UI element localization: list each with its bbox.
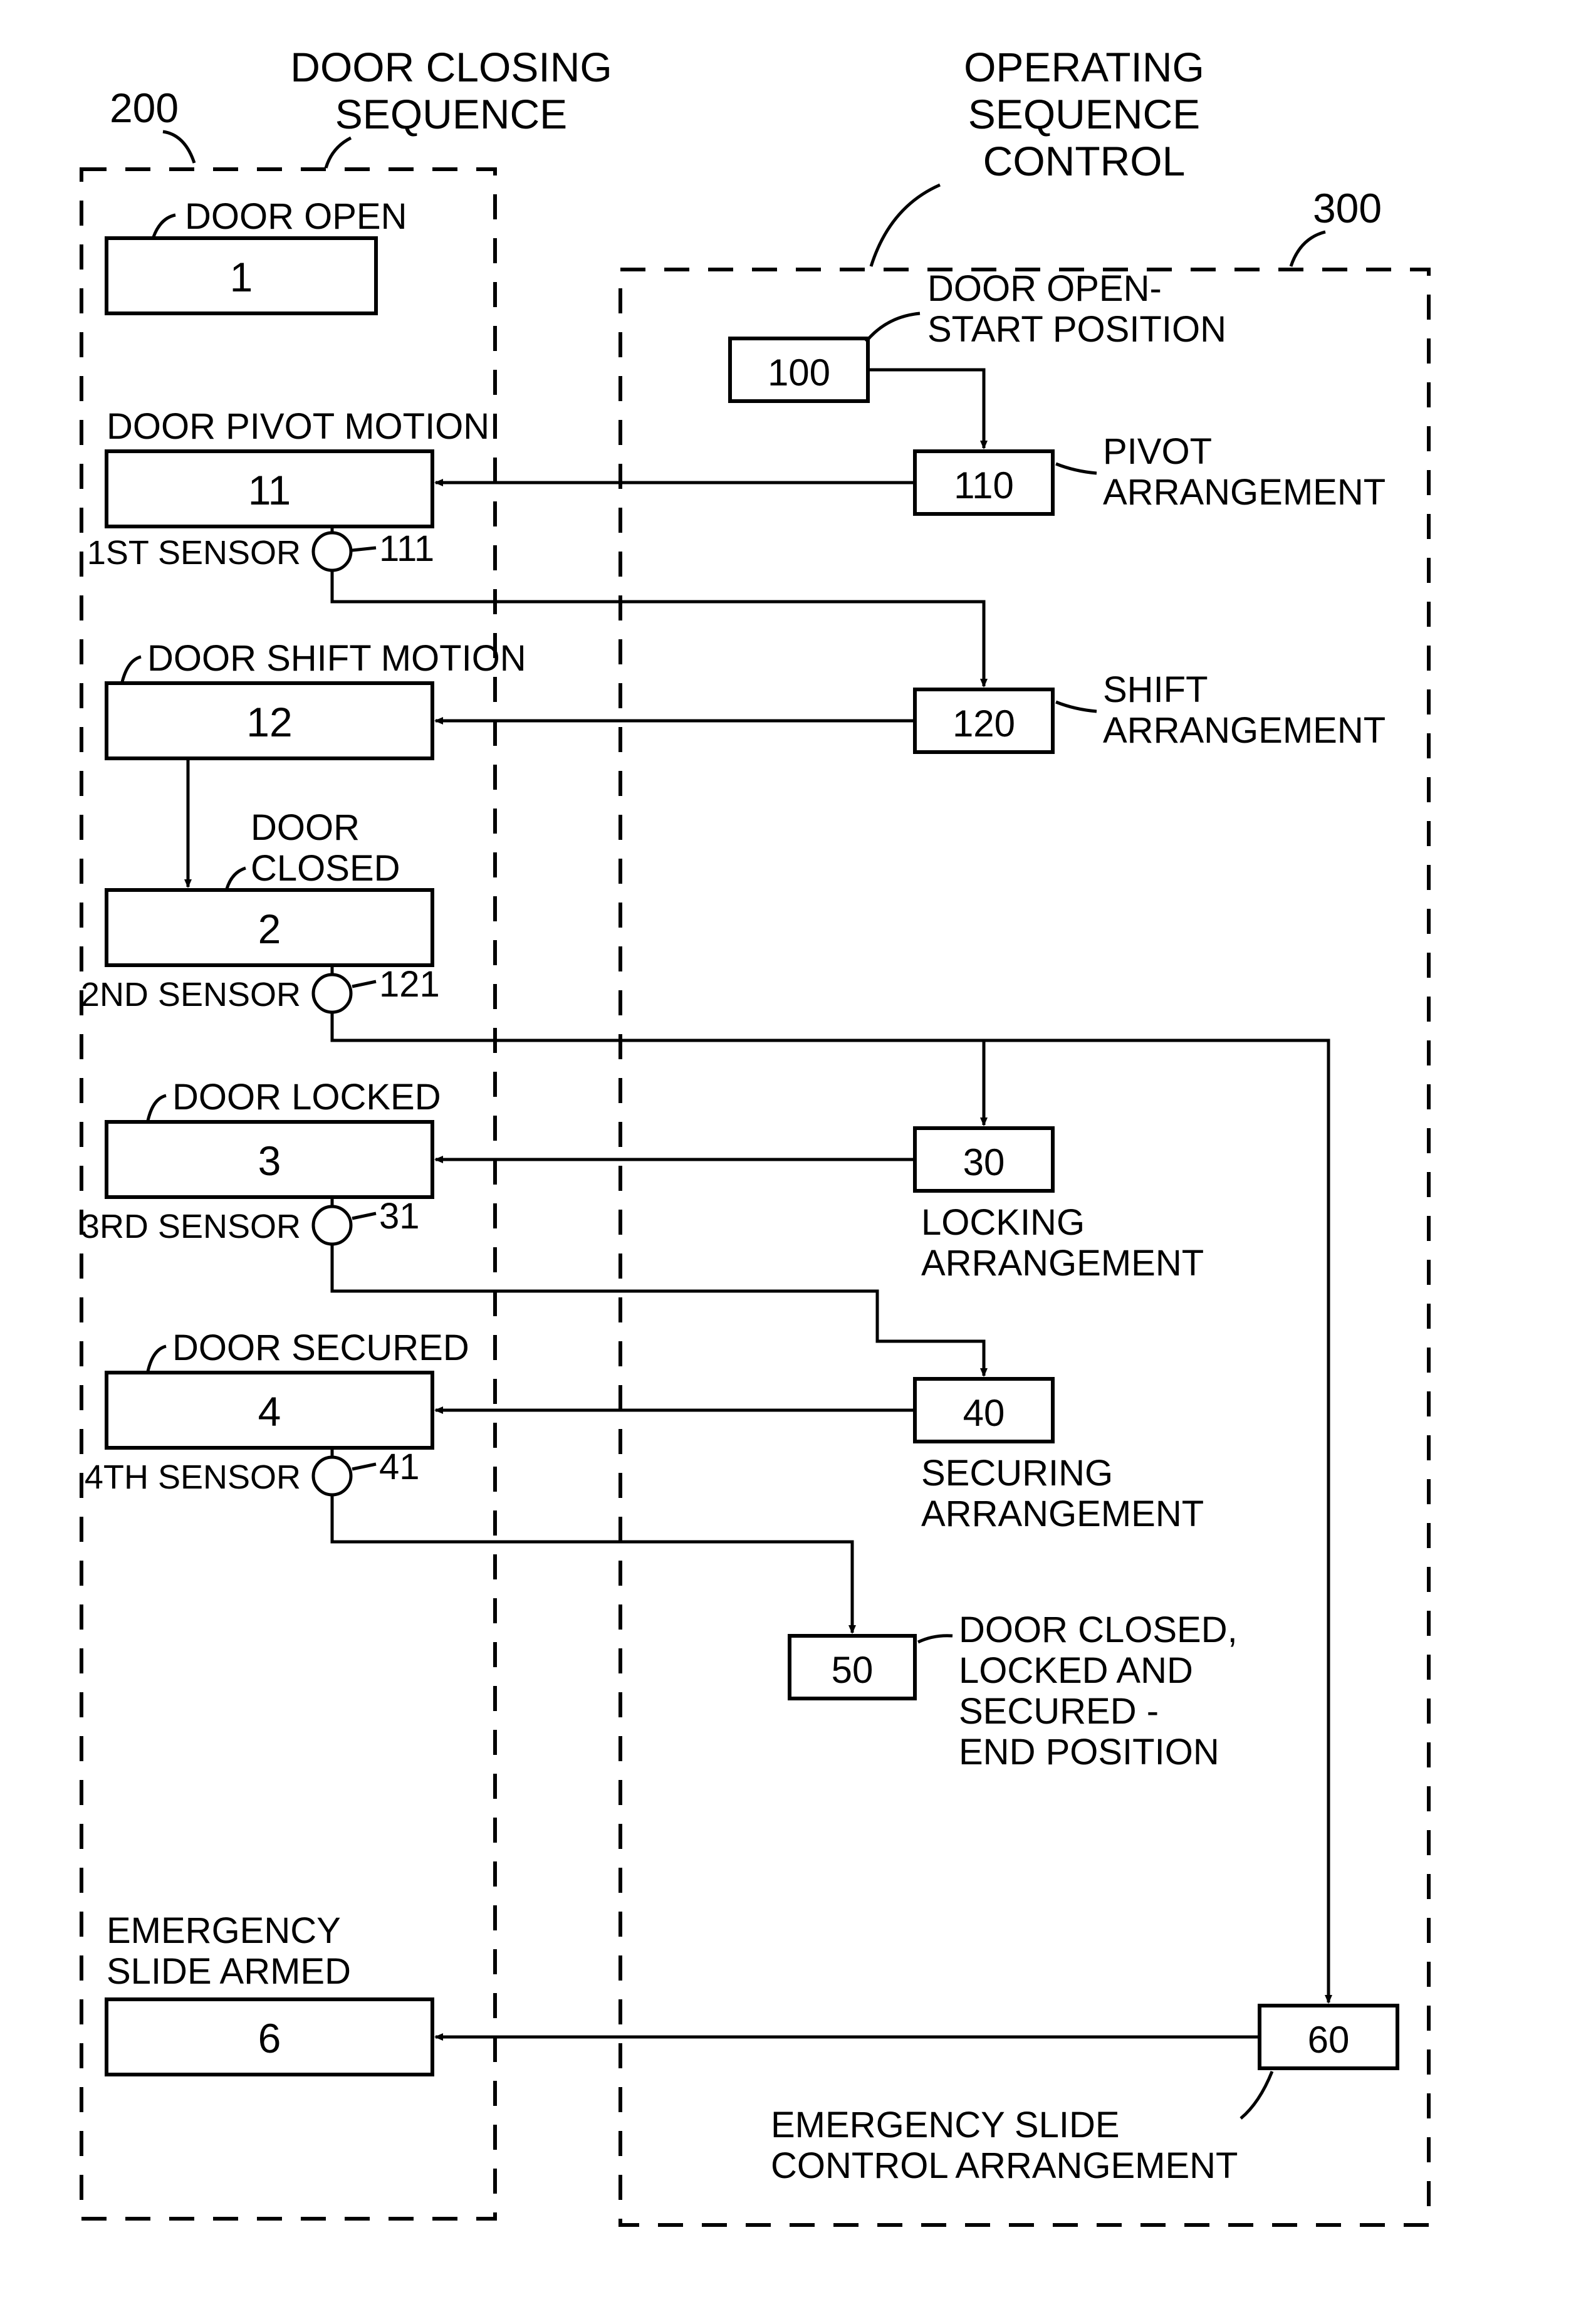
right-region-title-l3: CONTROL [983, 138, 1186, 184]
box-door-closed-label-l2: CLOSED [251, 848, 400, 889]
box-shift-arrangement-num: 120 [953, 703, 1015, 745]
sensor-4-tick [352, 1464, 376, 1469]
sensor-1-tick [352, 548, 376, 550]
sensor-4-icon [313, 1457, 351, 1495]
box-locking-arrangement-num: 30 [963, 1141, 1005, 1183]
label-bracket-1 [154, 215, 175, 237]
title-bracket-left [326, 138, 351, 168]
label-bracket-100 [866, 313, 920, 342]
box-emergency-slide-control-label-l1: EMERGENCY SLIDE [771, 2105, 1120, 2145]
box-door-locked-label: DOOR LOCKED [172, 1077, 441, 1118]
sensor-2-tick [352, 981, 376, 987]
box-door-closed-label-l1: DOOR [251, 807, 360, 848]
box-locking-arrangement-label-l1: LOCKING [921, 1202, 1085, 1243]
sensor-3-label: 3RD SENSOR [81, 1208, 301, 1245]
right-region-title-l2: SEQUENCE [968, 91, 1200, 137]
box-emergency-slide-armed-label-l2: SLIDE ARMED [107, 1951, 351, 1992]
ref-bracket-300 [1291, 232, 1325, 266]
sensor-2-icon [313, 975, 351, 1012]
diagram-canvas: 200 DOOR CLOSING SEQUENCE OPERATING SEQU… [0, 0, 1571, 2324]
box-end-position-label-l3: SECURED - [959, 1691, 1159, 1732]
sensor-3-icon [313, 1206, 351, 1244]
box-emergency-slide-control-label-l2: CONTROL ARRANGEMENT [771, 2145, 1238, 2186]
box-end-position-label-l4: END POSITION [959, 1732, 1219, 1772]
sensor-2-num: 121 [379, 964, 440, 1005]
label-bracket-2 [227, 868, 246, 889]
box-shift-arrangement-label-l1: SHIFT [1103, 669, 1208, 710]
box-door-secured-num: 4 [258, 1388, 281, 1435]
box-pivot-arrangement-label-l2: ARRANGEMENT [1103, 472, 1386, 513]
box-locking-arrangement-label-l2: ARRANGEMENT [921, 1243, 1204, 1284]
right-region-ref: 300 [1313, 185, 1382, 231]
box-door-shift-motion-label: DOOR SHIFT MOTION [147, 638, 526, 679]
label-bracket-60 [1241, 2071, 1272, 2118]
arrow-100-to-110 [868, 370, 984, 448]
box-securing-arrangement-label-l1: SECURING [921, 1453, 1113, 1494]
sensor-1-label: 1ST SENSOR [87, 534, 301, 572]
sensor-4-label: 4TH SENSOR [85, 1458, 301, 1496]
left-region-ref: 200 [110, 85, 179, 131]
box-emergency-slide-armed-num: 6 [258, 2015, 281, 2061]
box-end-position-label-l2: LOCKED AND [959, 1650, 1193, 1691]
label-bracket-12 [122, 657, 141, 682]
box-securing-arrangement-num: 40 [963, 1392, 1005, 1434]
sensor-4-num: 41 [379, 1447, 420, 1487]
box-emergency-slide-control-num: 60 [1308, 2019, 1350, 2061]
box-end-position-num: 50 [832, 1649, 874, 1691]
box-securing-arrangement-label-l2: ARRANGEMENT [921, 1494, 1204, 1534]
sensor-1-num: 111 [379, 528, 434, 569]
box-pivot-arrangement-label-l1: PIVOT [1103, 431, 1212, 472]
arrow-s41-to-50 [332, 1495, 852, 1633]
box-start-position-label-l1: DOOR OPEN- [927, 268, 1162, 309]
box-door-shift-motion-num: 12 [246, 699, 292, 745]
left-region-title-l1: DOOR CLOSING [290, 44, 612, 90]
box-shift-arrangement-label-l2: ARRANGEMENT [1103, 710, 1386, 751]
right-region-title-l1: OPERATING [964, 44, 1204, 90]
sensor-3-num: 31 [379, 1196, 420, 1237]
sensor-1-icon [313, 533, 351, 570]
sensor-2-label: 2ND SENSOR [81, 976, 301, 1013]
box-door-locked-num: 3 [258, 1138, 281, 1184]
box-door-pivot-motion-num: 11 [248, 467, 291, 513]
box-pivot-arrangement-num: 110 [954, 464, 1014, 506]
label-bracket-120 [1056, 702, 1097, 711]
label-bracket-3 [148, 1096, 166, 1121]
box-door-open-num: 1 [230, 254, 253, 300]
label-bracket-4 [148, 1346, 166, 1371]
box-start-position-num: 100 [768, 352, 830, 394]
box-door-open-label: DOOR OPEN [185, 196, 407, 237]
box-door-secured-label: DOOR SECURED [172, 1327, 469, 1368]
sensor-3-tick [352, 1213, 376, 1218]
box-door-pivot-motion-label: DOOR PIVOT MOTION [107, 406, 489, 447]
label-bracket-110 [1056, 464, 1097, 473]
left-region-title-l2: SEQUENCE [335, 91, 567, 137]
box-emergency-slide-armed-label-l1: EMERGENCY [107, 1910, 341, 1951]
box-start-position-label-l2: START POSITION [927, 309, 1226, 350]
title-bracket-right [871, 185, 940, 266]
box-door-closed-num: 2 [258, 906, 281, 952]
box-end-position-label-l1: DOOR CLOSED, [959, 1610, 1238, 1650]
label-bracket-50 [918, 1636, 953, 1642]
ref-bracket-200 [163, 132, 194, 163]
